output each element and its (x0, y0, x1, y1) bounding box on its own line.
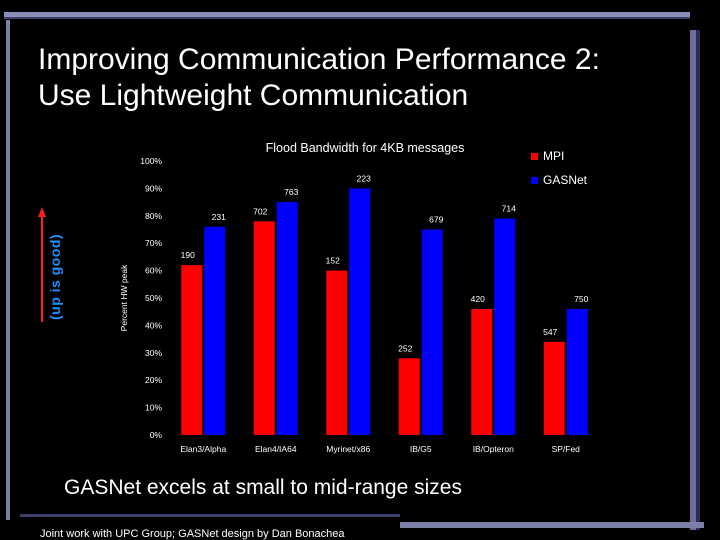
chart-legend: MPI GASNet (531, 149, 588, 187)
gasnet-data-label: 223 (357, 173, 371, 183)
up-is-good-label: (up is good) (47, 233, 63, 320)
y-tick-label: 90% (145, 183, 162, 193)
title-line-2: Use Lightweight Communication (38, 79, 469, 112)
mpi-data-label: 190 (181, 250, 195, 260)
mpi-bar (253, 221, 275, 435)
gasnet-bar (204, 226, 226, 435)
slide-caption: GASNet excels at small to mid-range size… (64, 476, 462, 499)
x-axis-ticks: Elan3/Alpha Elan4/IA64 Myrinet/x86 IB/G5 IB/… (180, 444, 580, 454)
gasnet-legend-label: GASNet (543, 173, 588, 187)
y-tick-label: 70% (145, 238, 162, 248)
mpi-bar (543, 341, 565, 435)
gasnet-data-label: 231 (212, 212, 226, 222)
y-tick-label: 10% (145, 403, 162, 413)
mpi-legend-label: MPI (543, 149, 564, 163)
decor-top-bar (4, 12, 690, 17)
up-arrow-icon (38, 207, 46, 322)
mpi-bar (326, 270, 348, 435)
gasnet-bar (276, 202, 298, 435)
mpi-data-label: 702 (253, 206, 267, 216)
y-tick-label: 100% (140, 156, 162, 166)
y-tick-label: 40% (145, 320, 162, 330)
title-line-1: Improving Communication Performance 2: (38, 43, 600, 76)
chart-panel: Flood Bandwidth for 4KB messages Percent… (112, 126, 612, 466)
y-tick-label: 60% (145, 266, 162, 276)
gasnet-bar (566, 308, 588, 435)
mpi-data-label: 152 (326, 256, 340, 266)
y-tick-label: 50% (145, 293, 162, 303)
chart-title: Flood Bandwidth for 4KB messages (266, 141, 465, 155)
y-tick-label: 80% (145, 211, 162, 221)
y-axis-ticks: 0% 10% 20% 30% 40% 50% 60% 70% 80% 90% 100% (140, 156, 162, 440)
gasnet-bar (349, 188, 371, 435)
decor-bottom-bar-left (20, 514, 400, 517)
decor-bottom-bar (400, 522, 704, 528)
decor-right-bar (690, 30, 696, 530)
gasnet-data-label: 763 (284, 187, 298, 197)
x-tick-label: SP/Fed (552, 444, 581, 454)
y-tick-label: 30% (145, 348, 162, 358)
mpi-legend-swatch (531, 153, 538, 160)
gasnet-data-label: 679 (429, 215, 443, 225)
mpi-bar (398, 358, 420, 435)
gasnet-bar (421, 229, 443, 435)
mpi-data-label: 252 (398, 343, 412, 353)
slide-title: Improving Communication Performance 2: U… (38, 42, 678, 114)
decor-top-bar-shadow (4, 17, 690, 19)
bar-data-labels: 190 231 702 763 152 223 252 679 420 714 547 750 (181, 173, 589, 353)
decor-right-bar-shadow (696, 30, 700, 530)
chart-y-axis-label: Percent HW peak (119, 264, 129, 331)
mpi-data-label: 547 (543, 327, 557, 337)
mpi-data-label: 420 (471, 294, 485, 304)
mpi-bar (181, 265, 203, 435)
bar-series (181, 188, 588, 435)
bar-chart: Flood Bandwidth for 4KB messages Percent… (112, 126, 612, 466)
x-tick-label: IB/G5 (410, 444, 432, 454)
decor-left-bar (6, 20, 10, 520)
slide-footer: Joint work with UPC Group; GASNet design… (40, 528, 345, 540)
gasnet-data-label: 714 (502, 204, 516, 214)
x-tick-label: Elan4/IA64 (255, 444, 297, 454)
y-tick-label: 20% (145, 375, 162, 385)
x-tick-label: Elan3/Alpha (180, 444, 226, 454)
mpi-bar (471, 308, 493, 435)
x-tick-label: IB/Opteron (473, 444, 514, 454)
gasnet-data-label: 750 (574, 294, 588, 304)
gasnet-legend-swatch (531, 177, 538, 184)
x-tick-label: Myrinet/x86 (326, 444, 370, 454)
y-tick-label: 0% (150, 430, 163, 440)
gasnet-bar (494, 218, 516, 435)
